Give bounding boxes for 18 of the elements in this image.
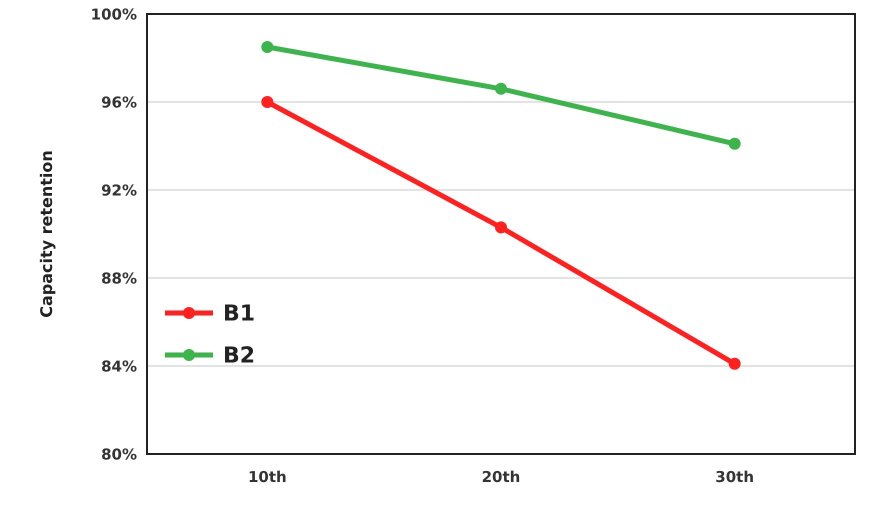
y-axis-title: Capacity retention [37, 150, 56, 318]
y-tick-label: 96% [101, 93, 137, 112]
point [261, 41, 274, 53]
point [728, 358, 741, 370]
legend-label: B2 [223, 344, 256, 369]
point [495, 221, 507, 234]
y-tick-label: 100% [90, 5, 137, 24]
legend-label: B1 [223, 302, 256, 327]
x-tick-label: 20th [482, 468, 520, 486]
y-tick-label: 80% [101, 445, 137, 464]
point [728, 138, 741, 150]
y-tick-label: 92% [101, 181, 137, 200]
point [495, 82, 507, 95]
y-tick-label: 88% [101, 269, 137, 288]
y-tick-label: 84% [101, 357, 137, 376]
x-tick-label: 30th [715, 468, 754, 486]
x-tick-label: 10th [248, 468, 287, 486]
point [261, 96, 274, 108]
